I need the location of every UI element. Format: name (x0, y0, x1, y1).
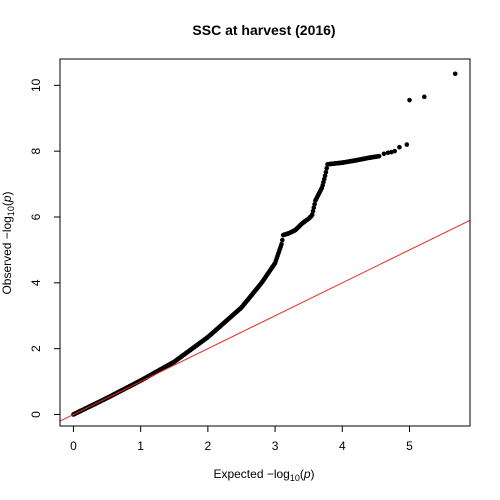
x-axis: 0 1 2 3 4 5 (70, 426, 413, 453)
qq-point (311, 205, 317, 210)
qq-point (376, 153, 382, 159)
y-axis-label: Observed −log10(p) (0, 191, 16, 294)
qq-point (381, 151, 387, 157)
qq-point (422, 94, 427, 100)
x-tick-label: 0 (70, 439, 77, 453)
y-tick-label: 6 (29, 213, 43, 220)
qq-points (71, 71, 458, 417)
y-tick-label: 10 (29, 78, 43, 92)
qq-point (404, 142, 410, 147)
qq-point (279, 241, 284, 247)
y-tick-label: 4 (29, 279, 43, 286)
plot-frame (59, 58, 471, 427)
y-tick-label: 0 (29, 411, 43, 418)
x-tick-label: 3 (272, 439, 279, 453)
qq-point (392, 148, 398, 154)
x-tick-label: 1 (137, 439, 144, 453)
chart-title: SSC at harvest (2016) (192, 22, 335, 38)
qq-point (310, 208, 316, 214)
x-tick-label: 4 (339, 439, 346, 453)
x-tick-label: 5 (406, 439, 413, 453)
y-axis: 0 2 4 6 8 10 (29, 78, 60, 418)
qq-point (312, 201, 317, 207)
reference-line (59, 219, 471, 422)
y-tick-label: 8 (29, 148, 43, 155)
qq-point (397, 144, 402, 150)
x-axis-label: Expected −log10(p) (213, 467, 314, 483)
qq-point (452, 71, 458, 77)
qq-point (309, 212, 315, 218)
y-tick-label: 2 (29, 345, 43, 352)
qq-point (324, 165, 330, 171)
qq-point (323, 169, 329, 175)
qq-point (322, 173, 328, 179)
x-tick-label: 2 (205, 439, 212, 453)
qq-point (407, 97, 412, 103)
qq-point (280, 237, 285, 243)
